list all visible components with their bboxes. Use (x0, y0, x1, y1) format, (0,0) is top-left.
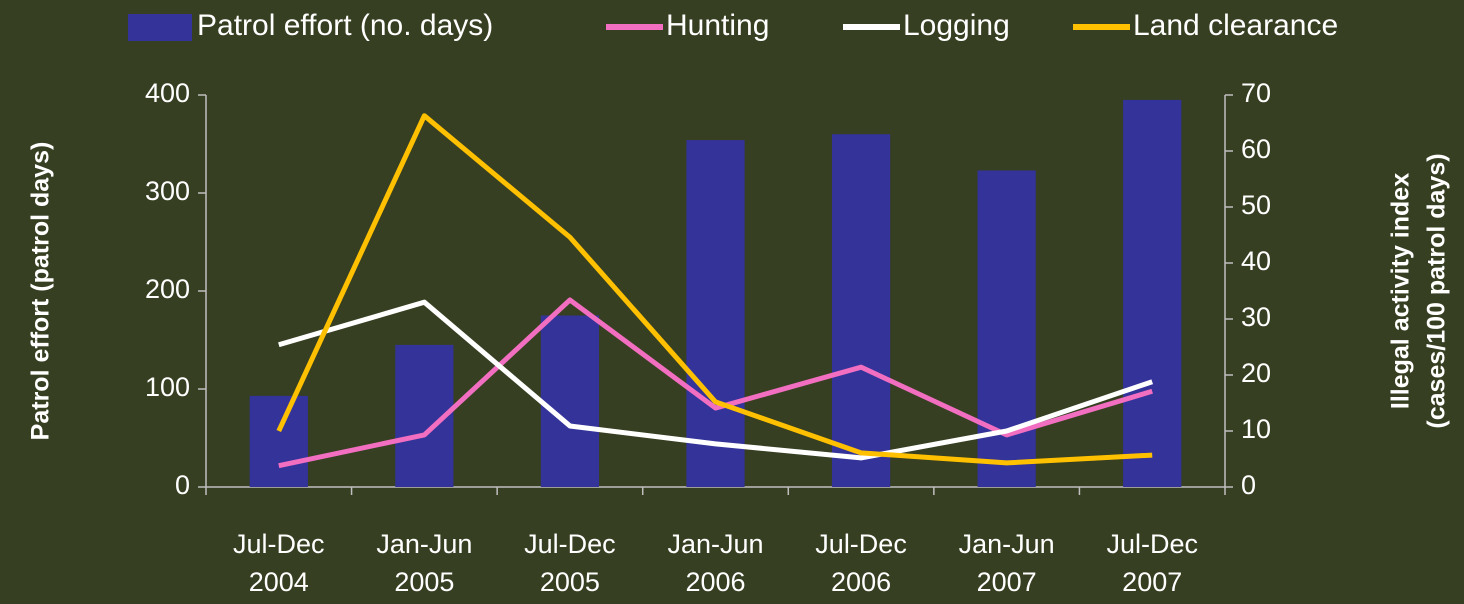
line (276, 113, 1153, 466)
line (278, 299, 1154, 461)
y-tick-label: 300 (145, 176, 190, 206)
x-tick-label: Jan-Jun 2006 (667, 529, 763, 597)
legend-label: Hunting (666, 9, 769, 42)
y2-tick-label: 50 (1241, 190, 1271, 220)
bar (1123, 99, 1182, 488)
legend-label: Patrol effort (no. days) (197, 9, 493, 42)
x-tick-label: Jan-Jun 2005 (376, 529, 472, 597)
y2-tick-label: 0 (1241, 470, 1256, 500)
y2-tick-label: 70 (1241, 78, 1271, 108)
y-tick-label: 400 (145, 78, 190, 108)
legend-swatch (128, 14, 192, 41)
bar (977, 170, 1036, 487)
x-tick-label: Jul-Dec 2007 (1106, 529, 1198, 597)
y2-tick-label: 60 (1241, 134, 1271, 164)
bar (249, 395, 308, 487)
y-tick-label: 100 (145, 372, 190, 402)
x-tick-label: Jul-Dec 2004 (233, 529, 325, 597)
y2-tick-label: 40 (1241, 246, 1271, 276)
x-tick-label: Jul-Dec 2005 (524, 529, 616, 597)
legend-label: Land clearance (1133, 9, 1338, 42)
y2-tick-label: 30 (1241, 302, 1271, 332)
bar (686, 140, 745, 487)
y2-axis-title: (cases/100 patrol days) (1423, 153, 1451, 428)
line (278, 297, 1153, 469)
x-tick-label: Jul-Dec 2006 (815, 529, 907, 597)
bar (831, 134, 891, 487)
y-tick-label: 200 (145, 274, 190, 304)
y-axis-title: Patrol effort (patrol days) (27, 142, 55, 441)
y2-axis-title: Illegal activity index (1387, 173, 1415, 409)
y2-tick-label: 20 (1241, 358, 1271, 388)
bar (540, 315, 600, 487)
y-tick-label: 0 (175, 470, 190, 500)
x-tick-label: Jan-Jun 2007 (959, 529, 1055, 597)
y2-tick-label: 10 (1241, 414, 1271, 444)
legend-label: Logging (903, 9, 1010, 42)
